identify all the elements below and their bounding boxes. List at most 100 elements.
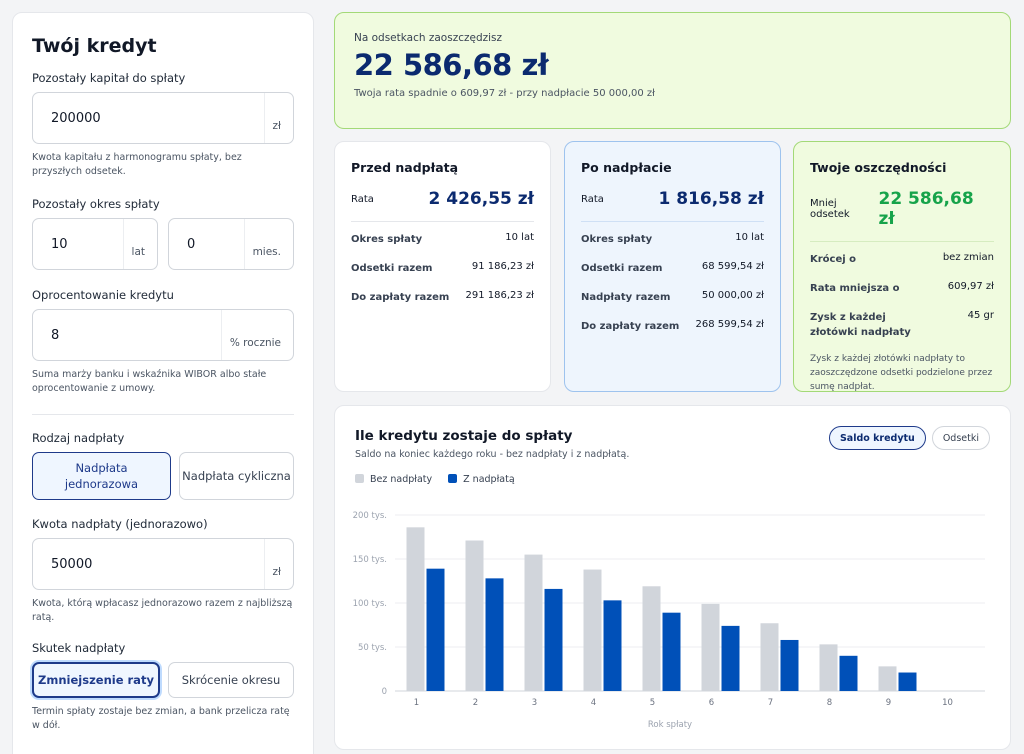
row-value: 68 599,54 zł: [701, 261, 764, 272]
divider: [32, 414, 294, 415]
banner-subtext: Twoja rata spadnie o 609,97 zł - przy na…: [354, 88, 656, 99]
savings-row: Krócej o bez zmian: [810, 252, 994, 267]
after-row: Do zapłaty razem 268 599,54 zł: [581, 319, 764, 334]
overpay-one-time-button[interactable]: Nadpłata jednorazowa: [32, 452, 171, 500]
overpay-type-label: Rodzaj nadpłaty: [32, 431, 125, 445]
legend-label: Bez nadpłaty: [370, 474, 433, 485]
capital-label: Pozostały kapitał do spłaty: [32, 71, 186, 85]
months-input[interactable]: 0: [169, 219, 245, 269]
bar-with-overpayment: [603, 600, 622, 691]
bar-with-overpayment: [426, 568, 445, 691]
x-tick-label: 3: [532, 698, 537, 708]
legend-label: Z nadpłatą: [463, 474, 515, 485]
row-value: 609,97 zł: [947, 281, 994, 292]
banner-label: Na odsetkach zaoszczędzisz: [354, 32, 503, 44]
effect-help: Termin spłaty zostaje bez zmian, a bank …: [32, 706, 290, 731]
chart-subtitle: Saldo na koniec każdego roku - bez nadpł…: [355, 449, 630, 460]
row-label: Okres spłaty: [581, 234, 653, 245]
banner-amount: 22 586,68 zł: [354, 48, 549, 82]
bar-with-overpayment: [662, 612, 681, 691]
row-value: bez zmian: [942, 252, 994, 263]
x-tick-label: 1: [414, 698, 419, 708]
x-tick-label: 7: [768, 698, 773, 708]
amount-unit: zł: [272, 566, 282, 578]
capital-help: Kwota kapitału z harmonogramu spłaty, be…: [32, 152, 242, 177]
bar-without-overpayment: [878, 666, 897, 691]
row-value: 10 lat: [505, 232, 534, 243]
bar-with-overpayment: [544, 588, 563, 691]
balance-bar-chart: 0 50 tys. 100 tys. 150 tys. 200 tys. 1 2 3 4 5 6 7 8…: [353, 511, 985, 730]
months-field[interactable]: 0 mies.: [168, 218, 294, 270]
bar-without-overpayment: [524, 554, 543, 691]
x-tick-label: 8: [827, 698, 832, 708]
before-row: Do zapłaty razem 291 186,23 zł: [351, 290, 534, 305]
after-row: Nadpłaty razem 50 000,00 zł: [581, 290, 764, 305]
savings-banner: Na odsetkach zaoszczędzisz 22 586,68 zł …: [334, 12, 1011, 129]
row-value: 291 186,23 zł: [465, 290, 534, 301]
after-row: Okres spłaty 10 lat: [581, 232, 764, 247]
after-rate-row: Rata 1 816,58 zł: [581, 189, 764, 222]
row-label: Nadpłaty razem: [581, 292, 671, 303]
savings-main-value: 22 586,68 zł: [878, 189, 974, 229]
after-row: Odsetki razem 68 599,54 zł: [581, 261, 764, 276]
panel-title: Twój kredyt: [32, 35, 157, 57]
bar-with-overpayment: [839, 655, 858, 691]
bar-without-overpayment: [465, 540, 484, 691]
overpay-recurring-button[interactable]: Nadpłata cykliczna: [179, 452, 294, 500]
legend-item: Z nadpłatą: [448, 474, 515, 485]
balance-toggle-button[interactable]: Saldo kredytu: [828, 426, 926, 450]
years-unit: lat: [131, 246, 145, 258]
x-tick-label: 4: [591, 698, 596, 708]
legend-swatch: [448, 474, 458, 483]
bar-with-overpayment: [898, 672, 917, 691]
row-label: Odsetki razem: [581, 263, 663, 274]
row-value: 45 gr: [967, 310, 994, 321]
row-label: Rata mniejsza o: [810, 283, 900, 294]
legend-item: Bez nadpłaty: [355, 474, 432, 485]
row-label: Do zapłaty razem: [581, 321, 680, 332]
before-rate-row: Rata 2 426,55 zł: [351, 189, 534, 222]
row-label: Do zapłaty razem: [351, 292, 450, 303]
rate-field[interactable]: 8 % rocznie: [32, 309, 294, 361]
savings-main-row: Mniej odsetek 22 586,68 zł: [810, 189, 994, 242]
savings-card: Twoje oszczędności Mniej odsetek 22 586,…: [793, 141, 1011, 392]
capital-input[interactable]: 200000: [33, 93, 265, 143]
x-tick-label: 9: [886, 698, 891, 708]
row-value: 50 000,00 zł: [701, 290, 764, 301]
years-field[interactable]: 10 lat: [32, 218, 158, 270]
amount-field[interactable]: 50000 zł: [32, 538, 294, 590]
bar-without-overpayment: [642, 586, 661, 691]
rate-unit: % rocznie: [229, 337, 281, 349]
amount-help: Kwota, którą wpłacasz jednorazowo razem …: [32, 598, 293, 623]
before-title: Przed nadpłatą: [351, 160, 459, 175]
amount-input[interactable]: 50000: [33, 539, 265, 589]
y-tick-label: 200 tys.: [353, 511, 387, 521]
bar-without-overpayment: [819, 644, 838, 691]
bar-with-overpayment: [721, 625, 740, 691]
x-tick-label: 10: [942, 698, 953, 708]
row-value: 91 186,23 zł: [471, 261, 534, 272]
before-rate-label: Rata: [351, 193, 374, 205]
amount-label: Kwota nadpłaty (jednorazowo): [32, 517, 208, 531]
after-card: Po nadpłacie Rata 1 816,58 zł Okres spła…: [564, 141, 781, 392]
years-input[interactable]: 10: [33, 219, 124, 269]
x-tick-label: 5: [650, 698, 655, 708]
chart-card: Ile kredytu zostaje do spłaty Saldo na k…: [334, 405, 1011, 750]
shorten-period-button[interactable]: Skrócenie okresu: [168, 662, 294, 698]
x-axis-label: Rok spłaty: [648, 720, 692, 730]
row-label: Okres spłaty: [351, 234, 423, 245]
savings-row: Rata mniejsza o 609,97 zł: [810, 281, 994, 296]
capital-field[interactable]: 200000 zł: [32, 92, 294, 144]
rate-label: Oprocentowanie kredytu: [32, 288, 174, 302]
bar-without-overpayment: [583, 569, 602, 691]
effect-segment: Zmniejszenie raty Skrócenie okresu: [32, 662, 294, 698]
before-rate-value: 2 426,55 zł: [428, 189, 534, 209]
y-tick-label: 50 tys.: [358, 643, 387, 653]
legend-swatch: [355, 474, 364, 483]
rate-input[interactable]: 8: [33, 310, 222, 360]
reduce-rate-button[interactable]: Zmniejszenie raty: [32, 662, 160, 698]
effect-label: Skutek nadpłaty: [32, 641, 126, 655]
interest-toggle-button[interactable]: Odsetki: [931, 426, 990, 450]
after-rate-value: 1 816,58 zł: [658, 189, 764, 209]
x-tick-label: 6: [709, 698, 714, 708]
